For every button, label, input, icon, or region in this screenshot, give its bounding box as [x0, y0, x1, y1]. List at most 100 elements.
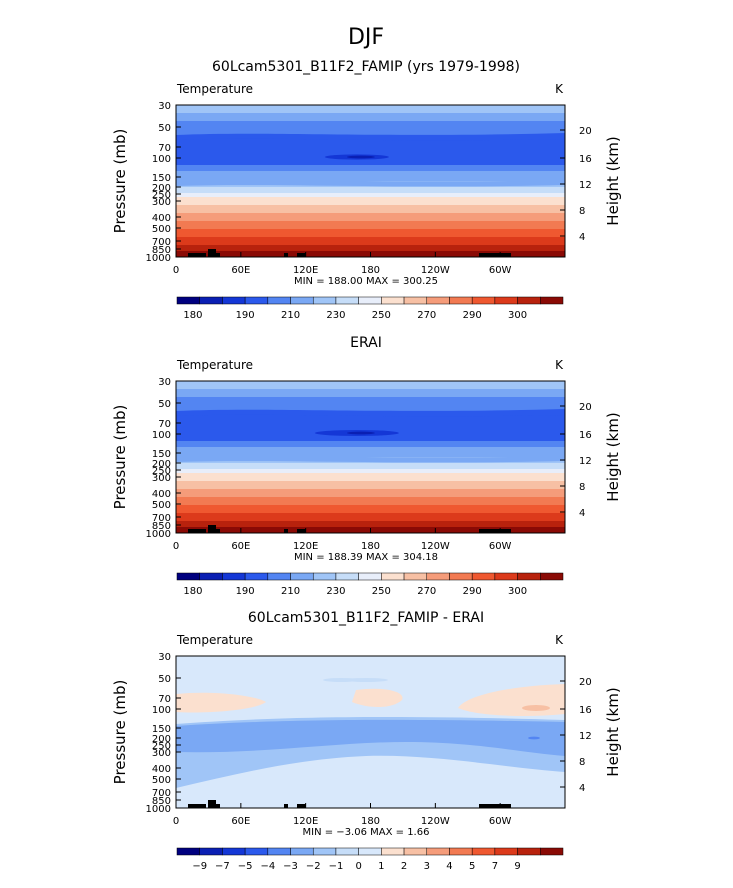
colorbar-label: −4 — [260, 861, 275, 872]
contour-band — [176, 187, 565, 193]
cold-core — [346, 431, 375, 435]
y-tick-label: 50 — [158, 123, 171, 134]
colorbar-label: 210 — [281, 586, 300, 597]
topography-mask — [211, 529, 220, 533]
x-tick-label: 60E — [231, 541, 250, 552]
x-tick-label: 0 — [173, 541, 179, 552]
panel-1: 60Lcam5301_B11F2_FAMIP (yrs 1979-1998) Te… — [111, 59, 622, 321]
topography-mask — [284, 804, 288, 808]
colorbar-box — [335, 847, 359, 856]
x-tick-label: 120E — [293, 541, 318, 552]
y-tick-label: 150 — [152, 724, 171, 735]
colorbar-box — [471, 847, 496, 856]
variable-label: Temperature — [176, 82, 253, 96]
y-tick-label: 100 — [152, 154, 171, 165]
y-tick-label: 400 — [152, 489, 171, 500]
y-tick-label: 100 — [152, 705, 171, 716]
contour-band — [176, 113, 565, 121]
negative-patch — [528, 736, 540, 740]
contour-band — [176, 469, 565, 473]
colorbar-box — [222, 847, 246, 856]
contour-band — [176, 489, 565, 497]
colorbar-label: 290 — [463, 310, 482, 321]
colorbar-box — [358, 296, 382, 305]
colorbar-box — [449, 847, 473, 856]
topography-mask — [479, 253, 511, 257]
colorbar-label: 180 — [183, 586, 202, 597]
y-tick-label: 300 — [152, 197, 171, 208]
colorbar-box — [199, 572, 223, 581]
colorbar-box — [471, 296, 496, 305]
colorbar-box — [517, 296, 541, 305]
contour-band — [176, 473, 565, 481]
colorbar-box — [199, 296, 223, 305]
colorbar-label: 300 — [508, 310, 527, 321]
topography-mask — [284, 253, 288, 257]
contour-band — [176, 513, 565, 521]
contour-band — [176, 197, 565, 205]
x-tick-label: 180 — [361, 265, 380, 276]
colorbar-label: 1 — [378, 861, 384, 872]
y-right-tick-label: 4 — [579, 783, 585, 794]
colorbar-label: 0 — [355, 861, 361, 872]
colorbar-box — [426, 847, 450, 856]
y-axis-title: Pressure (mb) — [111, 680, 129, 785]
contour-band — [176, 397, 565, 411]
colorbar-label: −5 — [238, 861, 253, 872]
colorbar-box — [290, 572, 314, 581]
y-right-tick-label: 20 — [579, 677, 592, 688]
colorbar-box — [517, 572, 541, 581]
units-label: K — [555, 82, 564, 96]
colorbar-label: 4 — [446, 861, 452, 872]
colorbar-label: 230 — [326, 586, 345, 597]
colorbar-label: 270 — [417, 586, 436, 597]
panel-title: 60Lcam5301_B11F2_FAMIP - ERAI — [248, 610, 484, 626]
y-tick-label: 30 — [158, 652, 171, 663]
contour-band — [176, 165, 565, 171]
positive-patch — [522, 705, 550, 711]
panel-title: ERAI — [350, 335, 382, 351]
colorbar-label: −9 — [192, 861, 207, 872]
colorbar-box — [267, 296, 291, 305]
y-right-tick-label: 8 — [579, 482, 585, 493]
colorbar-label: 250 — [372, 310, 391, 321]
y-right-tick-label: 4 — [579, 508, 585, 519]
contour-field — [176, 381, 565, 533]
colorbar-box — [176, 296, 200, 305]
colorbar-label: 7 — [492, 861, 498, 872]
colorbar-box — [176, 847, 200, 856]
colorbar-box — [540, 296, 564, 305]
y-tick-label: 30 — [158, 377, 171, 388]
y-tick-label: 250 — [152, 466, 171, 477]
contour-band — [176, 381, 565, 389]
x-tick-label: 180 — [361, 816, 380, 827]
colorbar-box — [244, 572, 269, 581]
x-tick-label: 120E — [293, 265, 318, 276]
contour-band — [176, 441, 565, 447]
colorbar-label: 270 — [417, 310, 436, 321]
panel-title: 60Lcam5301_B11F2_FAMIP (yrs 1979-1998) — [212, 59, 520, 75]
colorbar-box — [426, 572, 450, 581]
y-tick-label: 150 — [152, 449, 171, 460]
colorbar-box — [244, 847, 269, 856]
negative-patch — [344, 678, 388, 682]
y-tick-label: 1000 — [146, 529, 171, 540]
x-tick-label: 120E — [293, 816, 318, 827]
colorbar-box — [267, 572, 291, 581]
x-tick-label: 180 — [361, 541, 380, 552]
colorbar-label: 190 — [236, 310, 255, 321]
contour-band — [176, 237, 565, 245]
topography-mask — [188, 253, 206, 257]
colorbar-label: −1 — [329, 861, 344, 872]
colorbar-box — [358, 572, 382, 581]
colorbar-box — [494, 572, 518, 581]
contour-band — [176, 456, 565, 463]
colorbar-box — [540, 572, 564, 581]
y-right-tick-label: 12 — [579, 731, 592, 742]
x-tick-label: 120W — [421, 265, 450, 276]
panel-3: 60Lcam5301_B11F2_FAMIP - ERAI Temperature… — [111, 610, 622, 872]
y-tick-label: 300 — [152, 473, 171, 484]
y-tick-label: 70 — [158, 143, 171, 154]
y-right-tick-label: 16 — [579, 154, 592, 165]
near-zero-patch — [280, 771, 312, 781]
